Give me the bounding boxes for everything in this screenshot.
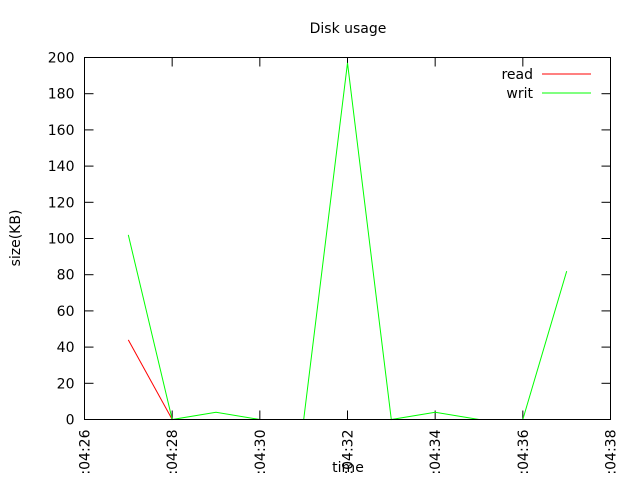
x-axis-label: time <box>332 460 364 476</box>
y-axis-label: size(KB) <box>8 210 24 267</box>
x-tick-label: :04:30 <box>253 430 269 475</box>
axis-ticks: 0 20 40 60 80 100 120 140 160 180 200 :04:26 :04:28:… <box>48 51 620 475</box>
series-line-read <box>127 339 173 420</box>
y-tick-label: 160 <box>48 123 75 139</box>
chart-title: Disk usage <box>310 21 387 37</box>
legend-label-writ: writ <box>506 86 533 102</box>
y-tick-label: 60 <box>57 304 75 320</box>
series-line-writ <box>127 62 568 421</box>
series-lines <box>127 62 568 421</box>
y-tick-label: 40 <box>57 340 75 356</box>
y-tick-label: 0 <box>66 413 75 429</box>
x-tick-label: :04:32 <box>341 430 357 475</box>
x-tick-label: :04:28 <box>165 430 181 475</box>
y-tick-label: 140 <box>48 159 75 175</box>
y-tick-label: 200 <box>48 51 75 67</box>
legend: read writ <box>501 67 591 102</box>
y-tick-label: 100 <box>48 232 75 248</box>
x-tick-label: :04:38 <box>604 430 620 475</box>
plot-area-frame <box>84 57 611 420</box>
y-tick-label: 20 <box>57 376 75 392</box>
x-tick-label: :04:26 <box>78 429 94 474</box>
x-tick-label: :04:36 <box>516 429 532 474</box>
y-tick-label: 80 <box>57 268 75 284</box>
y-tick-label: 180 <box>48 87 75 103</box>
legend-label-read: read <box>501 67 533 83</box>
x-tick-label: :04:34 <box>428 429 444 474</box>
y-tick-label: 120 <box>48 195 75 211</box>
